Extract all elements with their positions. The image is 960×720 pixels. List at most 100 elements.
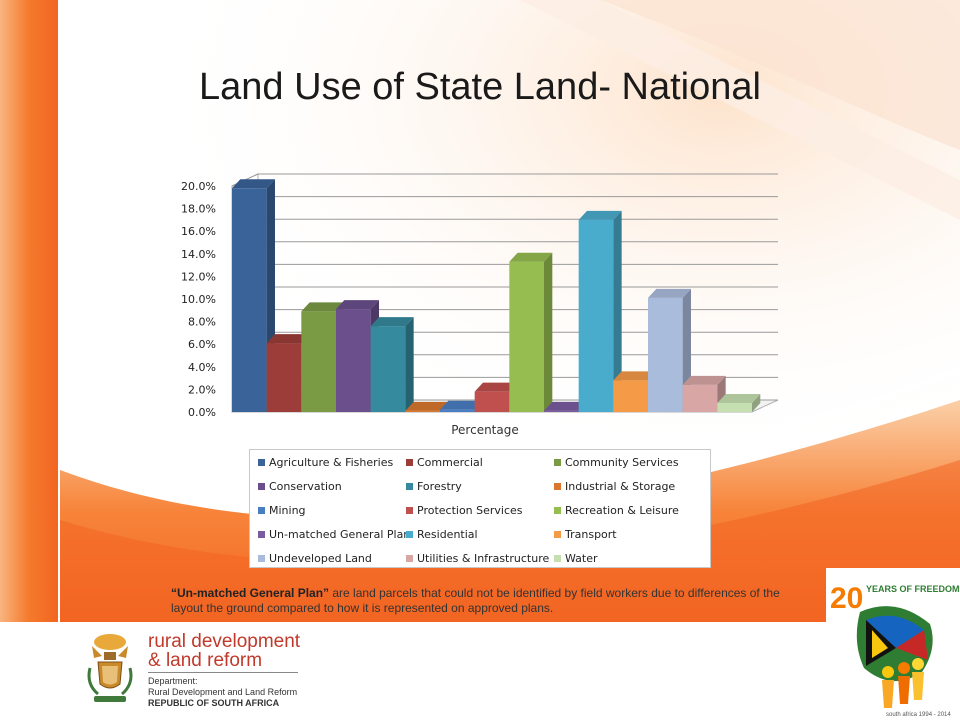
legend-label: Agriculture & Fisheries [269, 455, 394, 469]
legend-item: Recreation & Leisure [554, 502, 679, 518]
bar-top [405, 401, 449, 411]
department-sub-line3: REPUBLIC OF SOUTH AFRICA [148, 698, 280, 708]
bar-front [544, 410, 579, 412]
legend-label: Undeveloped Land [269, 551, 372, 565]
legend-item: Agriculture & Fisheries [258, 454, 393, 470]
department-sub-line1: Department: [148, 676, 198, 686]
y-tick-label: 6.0% [188, 338, 216, 351]
legend-swatch [258, 530, 265, 538]
department-name: rural development & land reform [148, 632, 300, 670]
legend-swatch [258, 506, 265, 514]
twenty-years-of-freedom-logo: 20 YEARS OF FREEDOM south africa 1994 - … [826, 568, 960, 720]
legend-label: Utilities & Infrastructure [417, 551, 550, 565]
chart-legend: Agriculture & Fisheries Commercial Communi… [249, 449, 711, 568]
bar-top [717, 393, 761, 403]
bar-top [266, 334, 310, 344]
legend-swatch [258, 458, 265, 466]
bar-front [474, 391, 510, 412]
legend-swatch [406, 554, 413, 562]
gridline [231, 241, 778, 255]
legend-item: Transport [554, 526, 617, 542]
bar-top [578, 210, 622, 220]
bar-forestry [370, 317, 414, 412]
bar-front [301, 311, 336, 412]
legend-swatch [406, 530, 413, 538]
legend-item: Utilities & Infrastructure [406, 550, 549, 566]
y-tick-label: 8.0% [188, 316, 216, 329]
y-tick-label: 16.0% [181, 225, 216, 238]
badge-text: YEARS OF FREEDOM [866, 584, 960, 594]
bar-side [544, 252, 553, 412]
bar-top [682, 375, 726, 385]
bar-front [440, 409, 475, 412]
y-tick-label: 20.0% [181, 180, 216, 193]
department-name-line2: & land reform [148, 650, 263, 671]
bar-front [509, 261, 544, 412]
legend-item: Protection Services [406, 502, 523, 518]
bar-side [405, 317, 414, 412]
y-tick-label: 18.0% [181, 203, 216, 216]
gridline [231, 263, 778, 277]
legend-item: Conservation [258, 478, 342, 494]
legend-swatch [554, 530, 561, 538]
legend-swatch [554, 554, 561, 562]
bar-side [613, 210, 622, 412]
department-divider [148, 672, 298, 673]
gridline [231, 196, 778, 210]
bar-front [266, 343, 302, 412]
legend-item: Industrial & Storage [554, 478, 675, 494]
legend-item: Community Services [554, 454, 679, 470]
legend-label: Recreation & Leisure [565, 503, 679, 517]
y-tick-label: 10.0% [181, 293, 216, 306]
footer [0, 622, 960, 720]
chart-bars [232, 179, 761, 412]
gridline [231, 218, 778, 232]
legend-label: Conservation [269, 479, 342, 493]
slide-title: Land Use of State Land- National [199, 66, 761, 108]
legend-item: Water [554, 550, 598, 566]
y-tick-label: 14.0% [181, 248, 216, 261]
x-axis-label: Percentage [451, 423, 519, 437]
bar-top [648, 288, 691, 298]
y-tick-label: 4.0% [188, 361, 216, 374]
bar-front [232, 188, 267, 412]
legend-item: Undeveloped Land [258, 550, 372, 566]
y-tick-label: 0.0% [188, 406, 216, 419]
footnote-term: “Un-matched General Plan” [171, 586, 330, 600]
bar-top [336, 300, 379, 310]
legend-swatch [554, 506, 561, 514]
bar-front [648, 297, 683, 412]
bar-chart: 0.0% 2.0% 4.0% 6.0% 8.0% 10.0% 12.0% 14.0% 16.0%… [181, 173, 779, 437]
legend-item: Forestry [406, 478, 462, 494]
legend-swatch [406, 506, 413, 514]
bar-front [682, 384, 718, 412]
legend-item: Mining [258, 502, 306, 518]
legend-label: Water [565, 551, 598, 565]
legend-swatch [406, 458, 413, 466]
bar-recreation-leisure [509, 252, 553, 412]
legend-label: Mining [269, 503, 306, 517]
department-sub-line2: Rural Development and Land Reform [148, 687, 298, 697]
legend-item: Commercial [406, 454, 483, 470]
legend-label: Commercial [417, 455, 483, 469]
bar-front [405, 410, 440, 412]
bar-top [613, 371, 657, 381]
footnote-text: are land parcels that could not be ident… [171, 586, 780, 615]
legend-label: Residential [417, 527, 478, 541]
legend-label: Transport [565, 527, 617, 541]
bar-front [613, 380, 648, 412]
y-axis-ticks: 0.0% 2.0% 4.0% 6.0% 8.0% 10.0% 12.0% 14.0% 16.0%… [181, 180, 216, 419]
gridline [231, 173, 778, 187]
bar-top [474, 382, 518, 392]
legend-label: Un-matched General Plan [269, 527, 411, 541]
badge-arc-text: south africa 1994 - 2014 [886, 712, 951, 718]
bar-top [370, 317, 414, 327]
badge-number: 20 [830, 582, 863, 615]
bar-top [232, 179, 275, 189]
legend-swatch [258, 554, 265, 562]
legend-label: Protection Services [417, 503, 523, 517]
bar-top [301, 302, 345, 312]
bar-top [509, 252, 553, 262]
department-name-line1: rural development [148, 631, 301, 652]
y-tick-label: 12.0% [181, 270, 216, 283]
